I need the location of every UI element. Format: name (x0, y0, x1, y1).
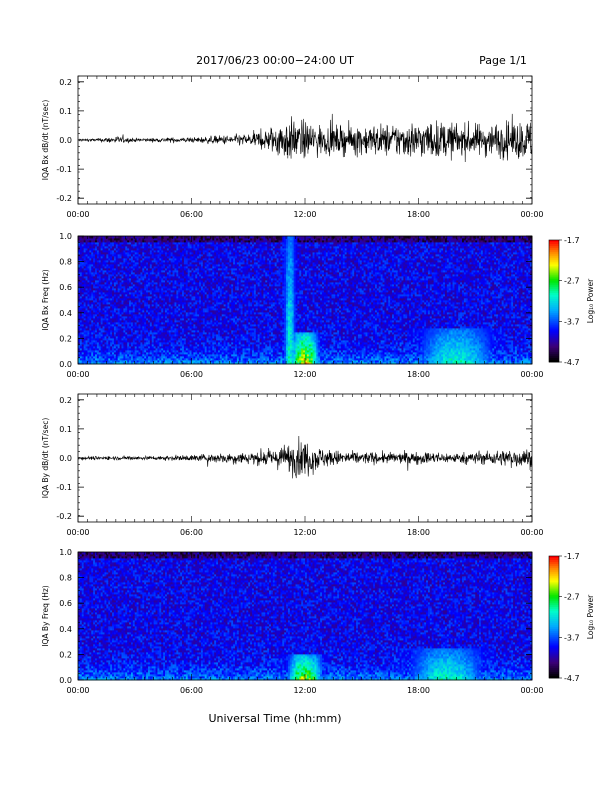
y-tick-label: 0.1 (59, 107, 72, 116)
y-tick-label: 0.2 (59, 78, 72, 87)
y-tick-label: -0.2 (56, 194, 72, 203)
x-tick-label: 06:00 (180, 210, 203, 219)
figure-title: 2017/06/23 00:00−24:00 UT (196, 54, 354, 67)
heatmap-cells (78, 236, 532, 364)
page-number: Page 1/1 (479, 54, 527, 67)
x-tick-label: 00:00 (520, 210, 543, 219)
y-tick-label: -0.1 (56, 165, 72, 174)
x-tick-label: 00:00 (66, 210, 89, 219)
x-tick-label: 12:00 (293, 210, 316, 219)
x-tick-label: 18:00 (407, 210, 430, 219)
y-axis-title: IQA Bx dB/dt (nT/sec) (41, 100, 50, 181)
y-tick-label: 0.0 (59, 136, 72, 145)
x-axis-title: Universal Time (hh:mm) (209, 712, 342, 725)
